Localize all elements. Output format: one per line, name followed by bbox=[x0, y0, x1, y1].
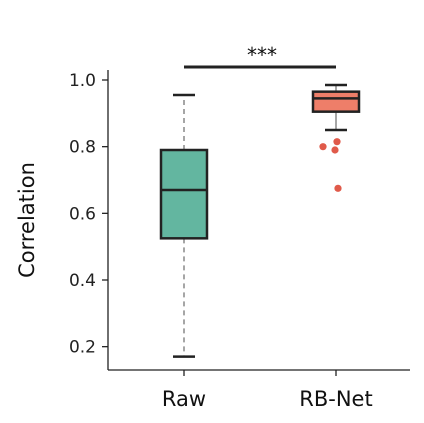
x-tick-label: RB-Net bbox=[299, 387, 372, 411]
box-iqr bbox=[159, 148, 209, 240]
y-tick-label: 0.4 bbox=[69, 271, 96, 291]
y-axis-label: Correlation bbox=[15, 162, 39, 278]
y-tick-label: 1.0 bbox=[69, 71, 96, 91]
outlier-point bbox=[319, 143, 327, 151]
significance-bracket: *** bbox=[184, 43, 336, 69]
boxes bbox=[159, 83, 361, 358]
outlier-point bbox=[331, 146, 339, 154]
x-tick-label: Raw bbox=[162, 387, 206, 411]
significance-label: *** bbox=[247, 43, 277, 67]
y-tick-label: 0.6 bbox=[69, 204, 96, 224]
box-rb-net bbox=[311, 83, 361, 192]
y-axis: 0.2 0.4 0.6 0.8 1.0 bbox=[69, 70, 109, 370]
outlier-point bbox=[334, 184, 342, 192]
x-axis: Raw RB-Net bbox=[108, 369, 410, 411]
outlier-point bbox=[333, 138, 341, 146]
y-tick-label: 0.8 bbox=[69, 138, 96, 158]
y-tick-label: 0.2 bbox=[69, 338, 96, 358]
box-raw bbox=[159, 93, 209, 358]
box-iqr bbox=[311, 90, 361, 113]
